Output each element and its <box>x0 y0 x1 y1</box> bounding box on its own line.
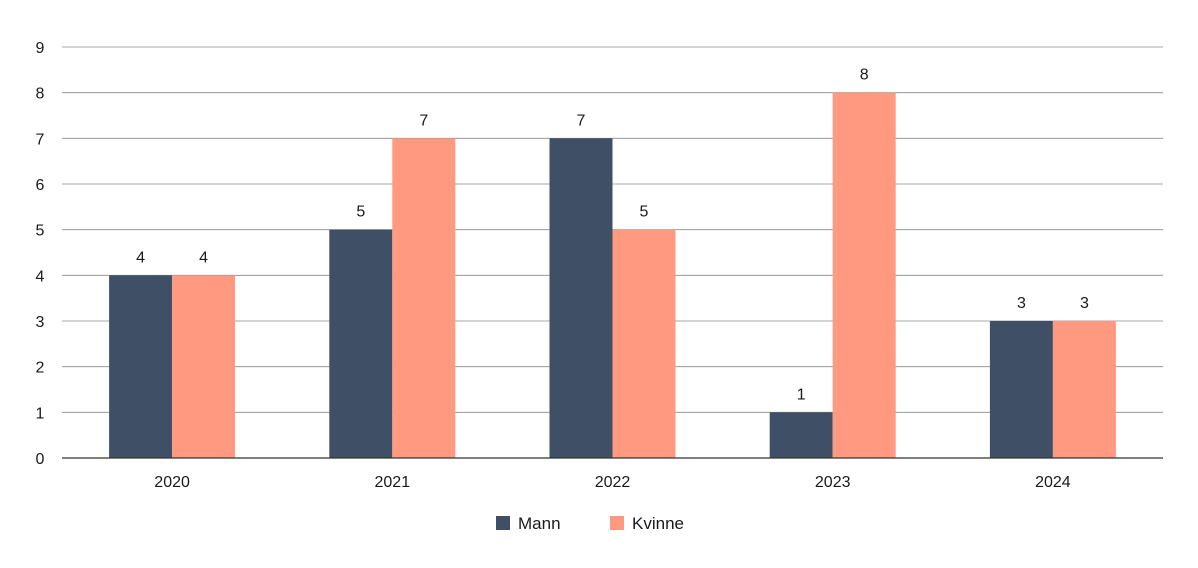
bar-kvinne-2024 <box>1052 321 1116 458</box>
bar-mann-2023 <box>769 412 833 458</box>
bar-kvinne-2022 <box>612 229 676 458</box>
y-tick-label: 0 <box>36 451 45 468</box>
y-tick-label: 2 <box>36 360 45 377</box>
bar-mann-2024 <box>989 321 1053 458</box>
x-tick-label: 2021 <box>375 474 411 491</box>
data-label-kvinne-2022: 5 <box>640 204 649 221</box>
x-tick-label: 2022 <box>595 474 631 491</box>
y-tick-label: 7 <box>36 131 45 148</box>
x-axis-ticks: 2020 2021 2022 2023 2024 <box>154 474 1070 491</box>
bars <box>109 92 1116 459</box>
y-tick-label: 5 <box>36 223 45 240</box>
data-label-mann-2020: 4 <box>136 249 145 266</box>
data-label-kvinne-2023: 8 <box>860 67 869 84</box>
bar-kvinne-2020 <box>172 275 236 458</box>
bar-mann-2020 <box>109 275 173 458</box>
legend: Mann Kvinne <box>496 514 684 533</box>
data-label-kvinne-2021: 7 <box>419 112 428 129</box>
legend-swatch-kvinne <box>610 516 624 530</box>
data-label-kvinne-2024: 3 <box>1080 295 1089 312</box>
bar-mann-2021 <box>329 229 393 458</box>
legend-label-kvinne: Kvinne <box>632 514 684 533</box>
x-tick-label: 2023 <box>815 474 851 491</box>
bar-kvinne-2021 <box>392 138 456 459</box>
y-tick-label: 8 <box>36 86 45 103</box>
bar-kvinne-2023 <box>832 92 896 459</box>
data-label-mann-2024: 3 <box>1017 295 1026 312</box>
y-axis-ticks: 0 1 2 3 4 5 6 7 8 9 <box>36 40 45 468</box>
x-tick-label: 2024 <box>1035 474 1071 491</box>
y-tick-label: 9 <box>36 40 45 57</box>
legend-swatch-mann <box>496 516 510 530</box>
legend-label-mann: Mann <box>518 514 561 533</box>
data-label-kvinne-2020: 4 <box>199 249 208 266</box>
y-tick-label: 3 <box>36 314 45 331</box>
y-tick-label: 1 <box>36 405 45 422</box>
x-tick-label: 2020 <box>154 474 190 491</box>
data-label-mann-2021: 5 <box>356 204 365 221</box>
y-tick-label: 6 <box>36 177 45 194</box>
data-label-mann-2023: 1 <box>797 386 806 403</box>
data-label-mann-2022: 7 <box>577 112 586 129</box>
bar-mann-2022 <box>549 138 613 459</box>
data-labels: 4 4 5 7 7 5 1 8 3 3 <box>136 67 1089 404</box>
y-tick-label: 4 <box>36 268 45 285</box>
